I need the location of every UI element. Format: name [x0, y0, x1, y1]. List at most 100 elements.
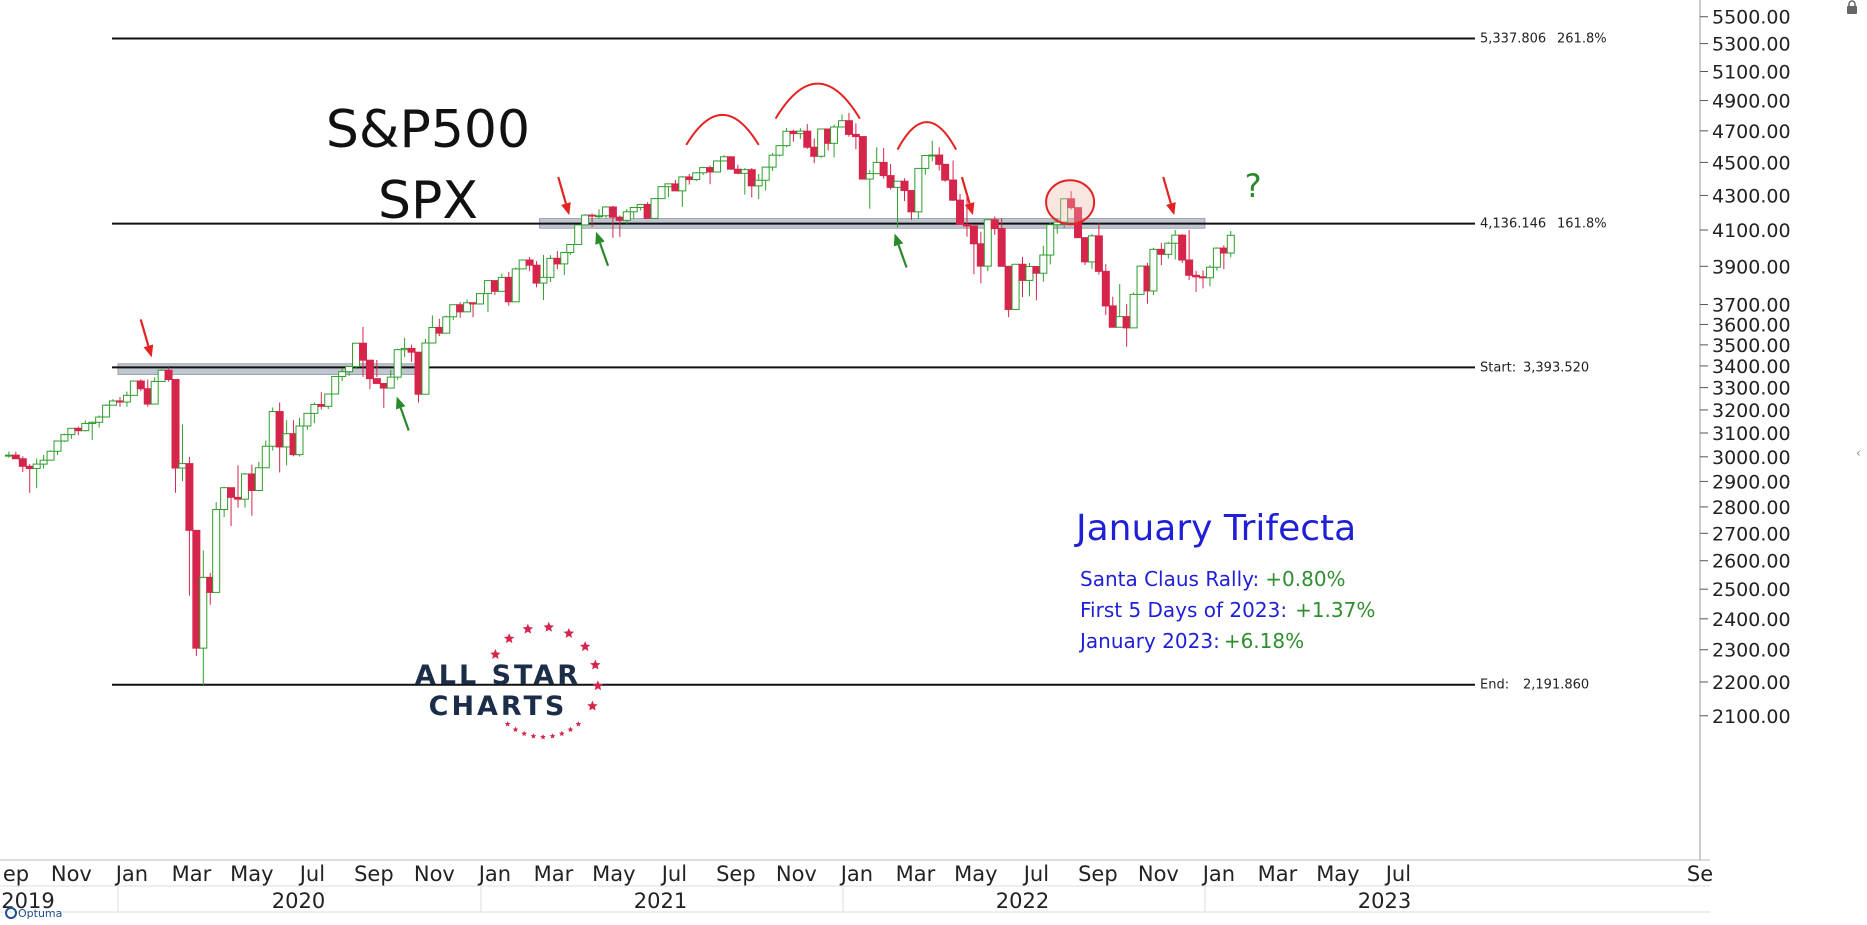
- candle-body: [46, 450, 55, 461]
- candle-body: [699, 167, 708, 174]
- candle-body: [282, 433, 291, 448]
- x-month-label: Jan: [477, 862, 511, 886]
- x-month-label: ep: [3, 862, 29, 886]
- green-arrow-icon: [897, 244, 908, 268]
- candle-body: [1122, 316, 1131, 329]
- candle-body: [1094, 235, 1103, 272]
- top-arc: [896, 121, 957, 151]
- x-month-label: May: [592, 862, 635, 886]
- logo-star: [592, 680, 604, 691]
- candle-body: [32, 463, 41, 470]
- candle-body: [1192, 274, 1201, 278]
- candle-body: [115, 400, 124, 403]
- candle-body: [497, 276, 506, 292]
- candle-body: [976, 243, 985, 267]
- candlesticks: [4, 112, 1235, 685]
- candle-body: [178, 463, 187, 469]
- logo-star: [590, 659, 601, 670]
- candle-body: [53, 440, 62, 452]
- candle-body: [102, 404, 111, 418]
- candle-body: [358, 342, 367, 361]
- candle-body: [949, 179, 958, 201]
- lock-icon[interactable]: [1847, 0, 1857, 14]
- fib-levels: 5,337.806 261.8% 4,136.146 161.8% Start: 3,39…: [112, 31, 1607, 693]
- candle-body: [789, 130, 798, 135]
- x-month-label: Nov: [776, 862, 817, 886]
- candle-body: [1011, 263, 1020, 310]
- candle-body: [18, 458, 27, 467]
- logo-star: [504, 721, 511, 727]
- candle-body: [935, 154, 944, 165]
- x-month-label: Mar: [172, 862, 212, 886]
- candle-body: [1004, 265, 1013, 310]
- x-month-label: Jan: [839, 862, 873, 886]
- candle-body: [907, 190, 916, 213]
- candle-body: [796, 130, 805, 135]
- candle-body: [310, 404, 319, 414]
- y-tick-label: 2400.00: [1712, 609, 1791, 631]
- candle-body: [678, 176, 687, 192]
- candle-body: [345, 366, 354, 373]
- trifecta-label-first5: First 5 Days of 2023:: [1080, 598, 1287, 622]
- candle-body: [483, 280, 492, 295]
- candle-body: [893, 180, 902, 188]
- logo-star: [522, 623, 534, 634]
- x-month-label: Jul: [1384, 862, 1411, 886]
- trifecta-value-first5: +1.37%: [1295, 598, 1375, 622]
- candle-body: [352, 342, 361, 368]
- candle-body: [1108, 305, 1117, 328]
- candle-body: [240, 473, 249, 500]
- candle-body: [331, 375, 340, 395]
- candle-body: [407, 347, 416, 353]
- candle-body: [518, 259, 527, 270]
- candle-body: [435, 326, 444, 334]
- candle-body: [60, 434, 69, 442]
- y-tick-label: 3600.00: [1712, 314, 1791, 336]
- x-year-label: 2023: [1358, 889, 1411, 913]
- candle-body: [442, 316, 451, 334]
- x-month-label: Nov: [51, 862, 92, 886]
- candle-body: [574, 224, 583, 245]
- optuma-logo-icon: [5, 907, 17, 919]
- candle-body: [11, 454, 20, 460]
- question-mark: ?: [1245, 167, 1262, 205]
- x-month-label: Mar: [896, 862, 936, 886]
- candle-body: [449, 304, 458, 318]
- x-month-label: Nov: [1138, 862, 1179, 886]
- candle-body: [1067, 198, 1076, 209]
- candle-body: [1178, 234, 1187, 261]
- y-tick-label: 3400.00: [1712, 356, 1791, 378]
- logo-star: [512, 726, 519, 733]
- red-arrow-icon-head: [1166, 202, 1176, 216]
- candle-body: [553, 257, 562, 265]
- candle-body: [921, 155, 930, 169]
- green-arrow-icon-head: [893, 233, 904, 247]
- candle-body: [775, 145, 784, 156]
- candle-body: [650, 198, 659, 219]
- candle-body: [865, 173, 874, 180]
- red-arrow-icon-head: [143, 344, 154, 358]
- candle-body: [1018, 263, 1027, 281]
- candle-body: [803, 130, 812, 148]
- fib-value-label: 5,337.806: [1480, 31, 1546, 46]
- collapse-chevron-icon[interactable]: ‹: [1856, 446, 1861, 460]
- candle-body: [671, 183, 680, 192]
- y-tick-label: 2500.00: [1712, 579, 1791, 601]
- y-tick-label: 3500.00: [1712, 335, 1791, 357]
- candle-body: [768, 154, 777, 168]
- y-tick-label: 2700.00: [1712, 523, 1791, 545]
- candle-body: [560, 251, 569, 265]
- fib-pct-label: 161.8%: [1557, 217, 1607, 232]
- candle-body: [1129, 293, 1138, 329]
- candle-body: [4, 454, 13, 457]
- candle-body: [643, 203, 652, 219]
- candle-body: [143, 388, 152, 405]
- candle-body: [692, 172, 701, 181]
- candle-body: [858, 136, 867, 180]
- trifecta-label-santa: Santa Claus Rally:: [1080, 567, 1259, 591]
- candle-body: [490, 280, 499, 292]
- candle-body: [1080, 237, 1089, 263]
- candle-body: [428, 326, 437, 344]
- trifecta-value-santa: +0.80%: [1265, 567, 1345, 591]
